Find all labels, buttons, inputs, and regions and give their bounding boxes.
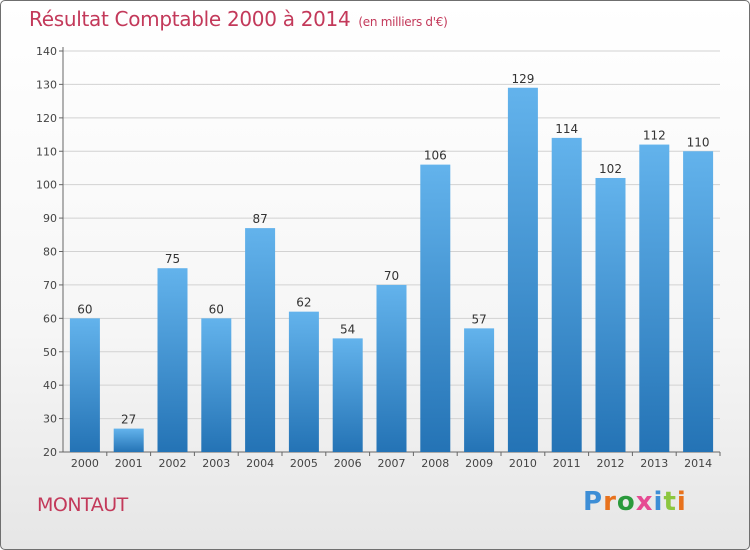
data-label-2008: 106	[424, 149, 447, 163]
x-tick-label-2014: 2014	[684, 457, 712, 470]
x-tick-label-2001: 2001	[115, 457, 143, 470]
data-label-2013: 112	[643, 129, 666, 143]
bar-2000	[69, 318, 100, 452]
x-tick-label-2011: 2011	[553, 457, 581, 470]
bar-2007	[376, 284, 407, 452]
data-label-2000: 60	[77, 302, 92, 316]
logo-letter: r	[603, 487, 617, 517]
bar-2005	[288, 311, 319, 452]
y-tick-label: 110	[36, 145, 57, 158]
y-tick-label: 130	[36, 78, 57, 91]
data-label-2011: 114	[555, 122, 578, 136]
y-tick-label: 80	[43, 246, 57, 259]
bar-2012	[595, 177, 626, 452]
y-tick-label: 120	[36, 112, 57, 125]
x-tick-label-2005: 2005	[290, 457, 318, 470]
data-label-2012: 102	[599, 162, 622, 176]
bar-2009	[464, 328, 495, 452]
data-label-2007: 70	[384, 269, 399, 283]
x-tick-label-2008: 2008	[421, 457, 449, 470]
y-tick-label: 70	[43, 279, 57, 292]
x-tick-label-2010: 2010	[509, 457, 537, 470]
x-tick-label-2003: 2003	[202, 457, 230, 470]
commune-name: MONTAUT	[37, 494, 128, 516]
logo-letter: o	[616, 487, 636, 517]
chart-subtitle: (en milliers d'€)	[358, 15, 448, 29]
y-tick-label: 20	[43, 446, 57, 459]
x-tick-label-2013: 2013	[640, 457, 668, 470]
y-tick-label: 90	[43, 212, 57, 225]
x-tick-label-2009: 2009	[465, 457, 493, 470]
y-tick-label: 50	[43, 346, 57, 359]
data-label-2002: 75	[165, 252, 180, 266]
axes: 20 30 40 50 60 70 80 90 100 110 120 130 140 2000 2001 2…	[36, 45, 721, 470]
x-tick-label-2006: 2006	[334, 457, 362, 470]
y-tick-label: 40	[43, 379, 57, 392]
logo-letter: x	[635, 487, 654, 517]
chart-title: Résultat Comptable 2000 à 2014 (en millie…	[29, 7, 448, 31]
bar-2004	[245, 228, 276, 452]
x-tick-label-2012: 2012	[597, 457, 625, 470]
bar-2014	[683, 151, 714, 452]
y-tick-label: 140	[36, 45, 57, 58]
logo-letter: t	[663, 487, 677, 517]
x-tick-label-2007: 2007	[378, 457, 406, 470]
logo-letter: i	[653, 487, 664, 517]
y-tick-label: 100	[36, 179, 57, 192]
bar-2008	[420, 164, 451, 452]
data-label-2003: 60	[209, 302, 224, 316]
bar-2002	[157, 268, 188, 452]
data-label-2014: 110	[687, 135, 710, 149]
data-label-2010: 129	[511, 72, 534, 86]
bar-2011	[551, 137, 582, 452]
x-tick-label-2004: 2004	[246, 457, 274, 470]
bar-2010	[507, 87, 538, 452]
logo-letter: P	[583, 487, 604, 517]
data-labels: 60 27 75 60 87 62 54 70 106 57 129 114 102 112 110	[77, 72, 709, 427]
y-tick-label: 60	[43, 312, 57, 325]
y-tick-label: 30	[43, 413, 57, 426]
chart-title-text: Résultat Comptable 2000 à 2014	[29, 7, 351, 31]
data-label-2006: 54	[340, 322, 355, 336]
bar-2001	[113, 428, 144, 452]
proxiti-logo: Proxiti	[583, 487, 687, 517]
logo-letter: i	[676, 487, 687, 517]
bar-2006	[332, 338, 363, 452]
data-label-2009: 57	[471, 312, 486, 326]
data-label-2004: 87	[252, 212, 267, 226]
x-tick-label-2000: 2000	[71, 457, 99, 470]
bar-2013	[639, 144, 670, 453]
data-label-2005: 62	[296, 296, 311, 310]
x-tick-label-2002: 2002	[159, 457, 187, 470]
bars	[69, 87, 714, 453]
bar-2003	[201, 318, 232, 452]
data-label-2001: 27	[121, 413, 136, 427]
